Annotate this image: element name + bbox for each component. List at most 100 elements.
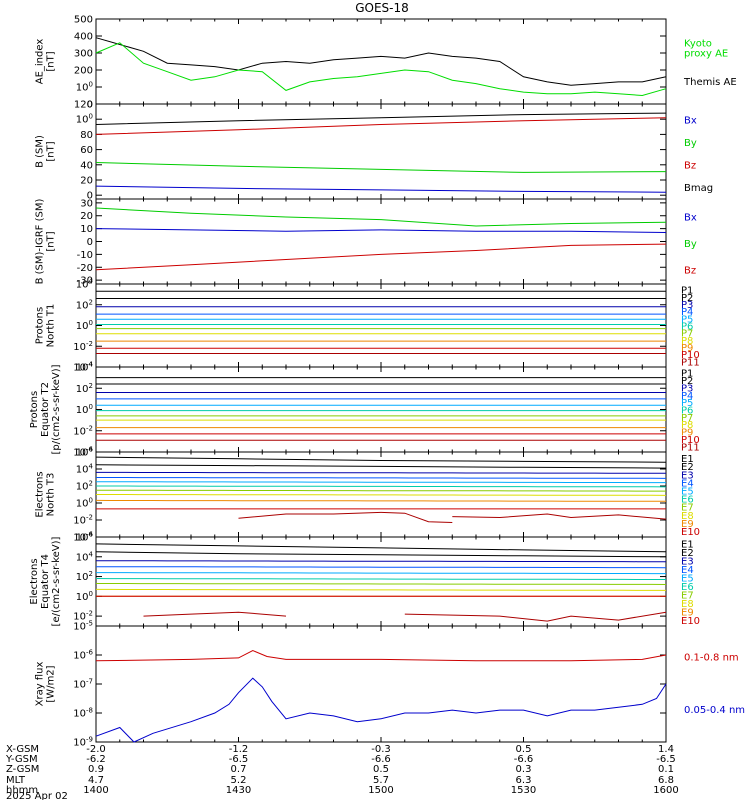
y-tick-label: -20 [77, 263, 93, 274]
footer-value: -6.6 [371, 754, 391, 765]
y-axis-label: [nT] [46, 141, 57, 161]
footer-value: -1.2 [229, 744, 249, 755]
channel-label: E2 [681, 548, 694, 559]
channel-label: E1 [681, 539, 694, 550]
series-e9 [95, 499, 666, 502]
y-tick-label: 102 [76, 480, 93, 493]
y-tick-label: 100 [76, 590, 93, 603]
y-tick-label: 102 [76, 298, 93, 311]
y-tick-label: 120 [74, 100, 93, 111]
footer-row-label: Z-GSM [6, 764, 39, 775]
y-tick-label: 102 [76, 570, 93, 583]
y-tick-label: 100 [76, 113, 93, 126]
series-e8 [96, 588, 666, 591]
series-e8 [96, 494, 667, 496]
channel-label: P2 [681, 376, 693, 387]
channel-label: P11 [681, 442, 700, 453]
y-tick-label: 0 [87, 237, 93, 248]
channel-label: E2 [681, 462, 694, 473]
channel-label: P7 [681, 413, 693, 424]
channel-label: P4 [681, 307, 693, 318]
y-tick-label: 106 [76, 531, 94, 544]
channel-label: P7 [681, 329, 693, 340]
y-tick-label: -30 [77, 276, 93, 287]
footer-value: 5.2 [231, 775, 247, 786]
series-e6 [95, 578, 666, 580]
panel-frame [95, 366, 667, 453]
y-axis-label: AE_index [35, 39, 46, 85]
plot-title: GOES-18 [355, 1, 409, 15]
y-tick-label: 104 [76, 278, 94, 291]
series-e1 [95, 456, 667, 463]
y-tick-label: 100 [76, 319, 93, 332]
series-e3 [96, 471, 667, 474]
series-e10-low [143, 611, 287, 617]
y-axis-label: [e/(cm2-s-sr-keV)] [51, 536, 62, 626]
channel-label: P6 [681, 322, 693, 333]
channel-label: P3 [681, 383, 693, 394]
legend-entry: 0.1-0.8 nm [684, 652, 739, 663]
series-themis-ae [95, 37, 667, 86]
y-axis-label: Xray flux [35, 662, 46, 707]
legend-entry: Bx [684, 212, 697, 223]
y-axis-label: B (SM)-IGRF (SM) [35, 199, 46, 285]
y-tick-label: 500 [74, 15, 93, 26]
footer-value: -0.3 [371, 744, 391, 755]
channel-label: P6 [681, 406, 693, 417]
channel-label: P5 [681, 398, 693, 409]
footer-row-label: X-GSM [6, 744, 39, 755]
series-bx [95, 228, 667, 233]
channel-label: E7 [681, 590, 694, 601]
series-kyoto-proxy-ae [95, 42, 667, 97]
panel-5: 10-4 10-2 100 102 104 Protons Equator T2 [p/(cm… [29, 361, 700, 459]
y-tick-label: 10-5 [73, 620, 93, 633]
footer-value: 5.7 [373, 775, 389, 786]
footer-value: 1.4 [658, 744, 674, 755]
y-tick-label: 100 [76, 81, 93, 94]
y-tick-label: 300 [74, 49, 93, 60]
channel-label: P10 [681, 435, 700, 446]
channel-label: P1 [681, 286, 693, 297]
y-tick-label: 10-6 [73, 649, 93, 662]
legend-entry: Kyoto [684, 38, 712, 49]
panel-8: 10-9 10-8 10-7 10-6 10-5 Xray flux [W/m2] 0.1-0… [35, 620, 746, 749]
y-axis-label: North T3 [46, 473, 57, 517]
channel-label: P9 [681, 343, 693, 354]
y-tick-label: 10-2 [73, 340, 93, 353]
series-e2 [95, 464, 667, 469]
y-tick-label: 100 [76, 403, 93, 416]
y-axis-label: Protons [29, 391, 40, 428]
series-e10-low-b [404, 611, 667, 622]
y-axis-label: [p/(cm2-s-sr-keV)] [51, 364, 62, 454]
y-tick-label: 102 [76, 382, 93, 395]
y-axis-label: [nT] [46, 51, 57, 71]
channel-label: E9 [681, 607, 694, 618]
legend-entry: Bmag [684, 183, 713, 194]
channel-label: E1 [681, 454, 694, 465]
y-tick-label: 10-4 [73, 531, 93, 544]
footer-value: 6.3 [516, 775, 532, 786]
series-e5 [96, 481, 666, 484]
y-tick-label: 10 [80, 224, 93, 235]
y-tick-label: 10-2 [73, 514, 93, 527]
series-by [95, 162, 667, 173]
y-tick-label: 10-4 [73, 446, 93, 459]
y-tick-label: 20 [80, 211, 93, 222]
y-tick-label: 104 [76, 550, 94, 563]
legend-entry: Bz [684, 161, 696, 172]
channel-label: E4 [681, 565, 694, 576]
y-axis-label: North T1 [46, 304, 57, 348]
footer-value: 6.8 [658, 775, 674, 786]
series-0-05-0-4-nm [95, 677, 667, 743]
y-axis-label: Electrons [35, 471, 46, 517]
y-axis-label: Equator T2 [40, 382, 51, 437]
channel-label: P4 [681, 391, 693, 402]
channel-label: E8 [681, 511, 694, 522]
legend-entry: 0.05-0.4 nm [684, 705, 745, 716]
legend-entry: Bx [684, 115, 697, 126]
series-e6 [96, 485, 667, 488]
